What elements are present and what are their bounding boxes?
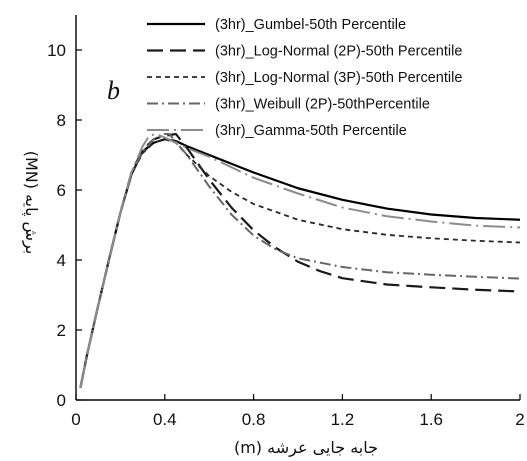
legend: (3hr)_Gumbel-50th Percentile (3hr)_Log-No… (147, 17, 462, 139)
axes-layer (75, 15, 520, 401)
legend-label-5: (3hr)_Gamma-50th Percentile (215, 123, 407, 139)
legend-label-4: (3hr)_Weibull (2P)-50thPercentile (215, 97, 430, 113)
x-tick-label: 1.2 (331, 410, 355, 429)
y-tick-label: 6 (57, 181, 66, 200)
x-tick-label: 0.8 (242, 410, 266, 429)
y-tick-label: 8 (57, 111, 66, 130)
x-tick-label: 0 (71, 410, 80, 429)
legend-label-3: (3hr)_Log-Normal (3P)-50th Percentile (215, 70, 462, 86)
y-tick-label: 4 (57, 251, 66, 270)
x-tick-label: 1.6 (419, 410, 443, 429)
series-line-5 (79, 133, 521, 388)
legend-label-1: (3hr)_Gumbel-50th Percentile (215, 17, 406, 33)
y-tick-label: 10 (47, 41, 66, 60)
x-axis-title: (m) جابه جایی عرشه (234, 438, 378, 458)
ticks-layer: 0 0.4 0.8 1.2 1.6 2 0 2 4 6 8 10 (47, 41, 525, 429)
legend-label-2: (3hr)_Log-Normal (2P)-50th Percentile (215, 44, 462, 60)
x-tick-label: 2 (515, 410, 524, 429)
x-tick-label: 0.4 (153, 410, 177, 429)
y-tick-label: 2 (57, 321, 66, 340)
y-tick-label: 0 (57, 391, 66, 410)
panel-label: b (107, 76, 120, 105)
series-line-2 (79, 132, 521, 388)
series-layer (79, 132, 521, 388)
y-axis-title: (MN) برش پایه (21, 151, 41, 255)
